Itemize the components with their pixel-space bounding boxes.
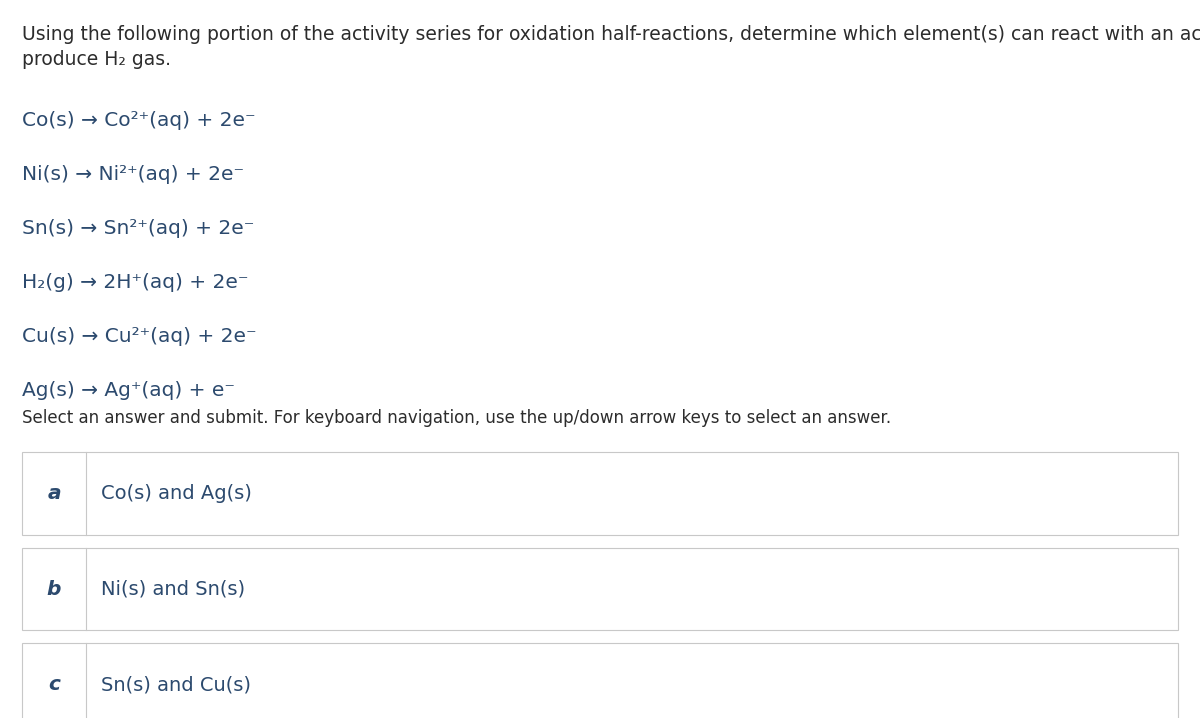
Text: Ni(s) and Sn(s): Ni(s) and Sn(s) — [101, 579, 245, 599]
Text: c: c — [48, 675, 60, 694]
Text: b: b — [47, 579, 61, 599]
Text: produce H₂ gas.: produce H₂ gas. — [22, 50, 170, 69]
Text: Using the following portion of the activity series for oxidation half-reactions,: Using the following portion of the activ… — [22, 25, 1200, 44]
Text: H₂(g) → 2H⁺(aq) + 2e⁻: H₂(g) → 2H⁺(aq) + 2e⁻ — [22, 273, 248, 292]
Text: Co(s) and Ag(s): Co(s) and Ag(s) — [101, 484, 252, 503]
Text: Sn(s) and Cu(s): Sn(s) and Cu(s) — [101, 675, 251, 694]
Text: a: a — [47, 484, 61, 503]
Text: Cu(s) → Cu²⁺(aq) + 2e⁻: Cu(s) → Cu²⁺(aq) + 2e⁻ — [22, 327, 257, 345]
Text: Co(s) → Co²⁺(aq) + 2e⁻: Co(s) → Co²⁺(aq) + 2e⁻ — [22, 111, 256, 130]
Text: Select an answer and submit. For keyboard navigation, use the up/down arrow keys: Select an answer and submit. For keyboar… — [22, 409, 890, 427]
Text: Sn(s) → Sn²⁺(aq) + 2e⁻: Sn(s) → Sn²⁺(aq) + 2e⁻ — [22, 219, 254, 238]
Text: Ni(s) → Ni²⁺(aq) + 2e⁻: Ni(s) → Ni²⁺(aq) + 2e⁻ — [22, 165, 244, 184]
Text: Ag(s) → Ag⁺(aq) + e⁻: Ag(s) → Ag⁺(aq) + e⁻ — [22, 381, 235, 399]
